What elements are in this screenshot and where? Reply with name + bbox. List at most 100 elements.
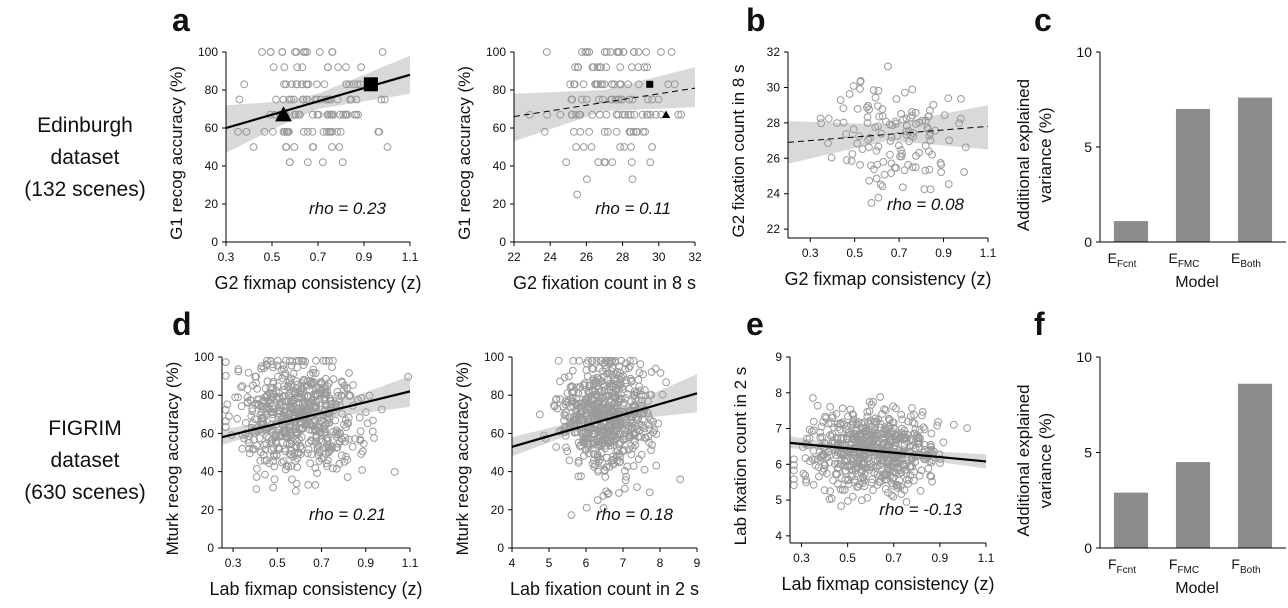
data-point <box>298 63 307 72</box>
data-point <box>576 127 585 136</box>
data-point <box>863 103 871 112</box>
data-point <box>867 199 876 207</box>
data-point <box>277 432 286 441</box>
data-point <box>620 432 628 440</box>
y-tick-label: 60 <box>493 121 507 135</box>
data-point <box>908 85 917 94</box>
data-point <box>645 425 654 434</box>
data-point <box>234 393 242 402</box>
data-point <box>656 369 665 377</box>
data-point <box>910 476 918 485</box>
data-point <box>599 398 608 406</box>
data-point <box>616 80 624 89</box>
data-point <box>269 360 277 369</box>
data-point <box>633 483 641 492</box>
data-point <box>915 426 924 434</box>
x-axis-label: Model <box>1175 580 1219 597</box>
data-point <box>342 63 350 72</box>
x-tick-label: 0.7 <box>885 551 902 565</box>
data-point <box>874 102 882 110</box>
data-point <box>825 495 834 504</box>
data-point <box>343 110 352 119</box>
data-point <box>585 386 593 395</box>
y-tick-label: 0 <box>1084 234 1092 250</box>
data-point <box>850 475 859 484</box>
x-tick-label: 0.5 <box>846 246 863 260</box>
data-point <box>594 452 602 461</box>
data-point <box>813 401 822 410</box>
data-point <box>608 80 616 89</box>
highlight-triangle-marker <box>661 110 671 119</box>
data-point <box>605 356 613 365</box>
data-point <box>598 427 607 436</box>
data-point <box>619 372 627 380</box>
data-point <box>884 62 892 71</box>
data-point <box>801 454 810 463</box>
data-point <box>339 110 348 119</box>
x-category-label: FBoth <box>1231 556 1260 576</box>
data-point <box>878 112 887 121</box>
data-point <box>602 364 611 373</box>
data-point <box>921 141 930 150</box>
data-point <box>604 421 613 430</box>
data-point <box>556 395 564 403</box>
data-point <box>257 408 266 417</box>
data-point <box>854 482 863 491</box>
data-point <box>288 411 297 420</box>
data-point <box>357 63 366 72</box>
data-point <box>647 446 655 455</box>
data-point <box>308 110 317 119</box>
data-point <box>871 123 880 132</box>
data-point <box>885 456 894 465</box>
data-point <box>299 406 307 415</box>
data-point <box>327 110 335 119</box>
data-point <box>629 390 638 399</box>
data-point <box>342 452 350 461</box>
data-point <box>340 420 348 429</box>
data-point <box>554 356 563 365</box>
data-point <box>375 127 384 136</box>
data-point <box>234 367 243 376</box>
data-point <box>863 113 872 121</box>
data-point <box>945 136 953 145</box>
data-point <box>815 472 823 481</box>
data-point <box>810 456 819 464</box>
data-point <box>328 363 337 372</box>
data-point <box>824 419 833 428</box>
data-point <box>844 412 852 421</box>
data-point <box>318 158 327 167</box>
data-point <box>937 168 945 177</box>
data-point <box>245 432 254 440</box>
data-point <box>308 143 317 151</box>
data-point <box>637 433 645 441</box>
data-point <box>597 356 606 365</box>
data-point <box>582 95 591 104</box>
data-point <box>274 413 283 422</box>
data-point <box>900 430 908 439</box>
x-tick-label: 24 <box>544 250 558 264</box>
data-point <box>290 387 299 396</box>
data-point <box>568 366 577 375</box>
data-point <box>574 438 583 447</box>
data-point <box>320 80 329 89</box>
data-point <box>877 449 886 458</box>
x-tick-label: 0.9 <box>932 551 949 565</box>
data-point <box>593 373 601 382</box>
data-point <box>320 381 329 390</box>
data-point <box>356 436 365 445</box>
row-label-line: (132 scenes) <box>24 178 146 201</box>
data-point <box>816 114 825 123</box>
data-point <box>880 170 889 179</box>
y-tick-label: 4 <box>775 529 782 543</box>
data-point <box>576 404 585 412</box>
data-point <box>302 95 311 104</box>
data-point <box>280 371 289 380</box>
data-point <box>282 143 290 151</box>
data-point <box>643 63 651 72</box>
data-point <box>302 80 311 89</box>
data-point <box>910 467 918 476</box>
data-point <box>260 127 269 136</box>
data-point <box>298 390 307 399</box>
data-point <box>936 455 945 464</box>
row-label-line: FIGRIM <box>48 417 122 440</box>
